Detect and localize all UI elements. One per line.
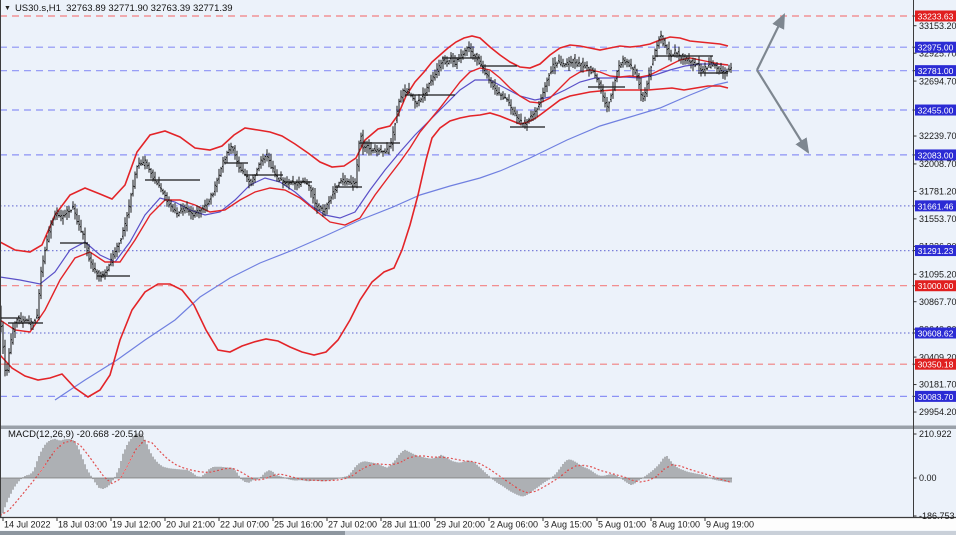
- level-price-badge: [915, 358, 956, 370]
- macd-signal-line: [0, 439, 732, 516]
- time-tick-label: 5 Aug 01:00: [598, 520, 646, 530]
- time-tick-label: 14 Jul 2022: [4, 520, 51, 530]
- lower-band-line: [0, 85, 729, 398]
- time-tick-label: 3 Aug 15:00: [544, 520, 592, 530]
- time-axis-row: [0, 518, 956, 531]
- price-tick-label: 31781.20: [919, 187, 956, 197]
- level-price-badge: [915, 65, 956, 77]
- level-price-badge-text: 32975.00: [918, 43, 954, 53]
- time-tick-label: 18 Jul 03:00: [58, 520, 107, 530]
- fast-ma-line: [0, 63, 729, 285]
- swing-level-segments: [0, 55, 728, 324]
- level-price-badge: [915, 149, 956, 161]
- level-price-badge: [915, 327, 956, 339]
- slow-ma-line: [54, 81, 729, 401]
- level-price-badge-text: 32455.00: [918, 105, 954, 115]
- price-tick-label: 30409.20: [919, 352, 956, 362]
- level-price-badge-text: 31000.00: [918, 281, 954, 291]
- middle-band-line: [0, 57, 729, 333]
- time-tick-label: 22 Jul 07:00: [220, 520, 269, 530]
- level-price-badge: [915, 104, 956, 116]
- macd-pane[interactable]: [0, 433, 732, 517]
- level-price-badge-text: 33233.63: [918, 11, 954, 21]
- price-tick-label: 33153.20: [919, 21, 956, 31]
- time-tick-label: 9 Aug 19:00: [706, 520, 754, 530]
- price-axis[interactable]: 33153.20 32925.70 32694.70 32239.70 32008.70…: [913, 10, 956, 522]
- time-tick-label: 28 Jul 11:00: [382, 520, 430, 530]
- chart-title: ▼ US30.s,H1 32763.89 32771.90 32763.39 3…: [4, 3, 233, 14]
- time-tick-label: 2 Aug 06:00: [490, 520, 538, 530]
- level-price-badge-text: 32781.00: [918, 66, 954, 76]
- pane-separator[interactable]: [0, 425, 956, 430]
- level-price-badge: [915, 280, 956, 292]
- projection-arrow-down[interactable]: [756, 69, 810, 154]
- level-price-badge: [915, 41, 956, 53]
- price-tick-label: 29954.20: [919, 407, 956, 417]
- time-tick-label: 25 Jul 16:00: [274, 520, 323, 530]
- time-tick-label: 8 Aug 10:00: [652, 520, 700, 530]
- horizontal-scrollbar-track[interactable]: [0, 531, 956, 535]
- level-price-badge-text: 30608.62: [918, 328, 954, 338]
- main-price-pane[interactable]: [0, 13, 913, 401]
- time-tick-label: 27 Jul 02:00: [328, 520, 377, 530]
- macd-axis-label: 0.00: [919, 473, 937, 483]
- level-price-badge: [915, 245, 956, 257]
- macd-indicator-label: MACD(12,26,9) -20.668 -20.510: [8, 429, 144, 440]
- price-tick-label: 31553.70: [919, 214, 956, 224]
- level-price-badge: [915, 200, 956, 212]
- price-tick-label: 30867.70: [919, 297, 956, 307]
- projection-arrow-up[interactable]: [756, 13, 785, 71]
- level-price-badge-text: 31291.23: [918, 246, 954, 256]
- level-price-badge-text: 30350.18: [918, 360, 954, 370]
- level-price-badge-text: 32083.00: [918, 150, 954, 160]
- price-tick-label: 32694.70: [919, 76, 956, 86]
- time-tick-label: 19 Jul 12:00: [112, 520, 161, 530]
- level-price-badge-text: 30083.70: [918, 392, 954, 402]
- price-tick-label: 32925.70: [919, 48, 956, 58]
- price-tick-label: 32239.70: [919, 131, 956, 141]
- chart-title-text: US30.s,H1 32763.89 32771.90 32763.39 327…: [14, 3, 233, 14]
- level-price-badge: [915, 390, 956, 402]
- upper-band-line: [0, 35, 729, 253]
- macd-axis-label: -186.753: [919, 511, 955, 521]
- price-tick-label: 30181.70: [919, 380, 956, 390]
- horizontal-scrollbar-thumb[interactable]: [0, 531, 345, 535]
- level-price-badge-text: 31661.46: [918, 201, 954, 211]
- macd-axis-label: 210.922: [919, 429, 952, 439]
- symbol-dropdown-icon[interactable]: ▼: [4, 5, 11, 12]
- time-tick-label: 29 Jul 20:00: [436, 520, 485, 530]
- price-tick-label: 31095.20: [919, 269, 956, 279]
- time-axis[interactable]: 14 Jul 2022 18 Jul 03:00 19 Jul 12:00 20 Ju…: [2, 517, 754, 530]
- time-tick-label: 20 Jul 21:00: [166, 520, 215, 530]
- level-price-badge: [915, 10, 956, 22]
- price-tick-label: 32008.70: [919, 159, 956, 169]
